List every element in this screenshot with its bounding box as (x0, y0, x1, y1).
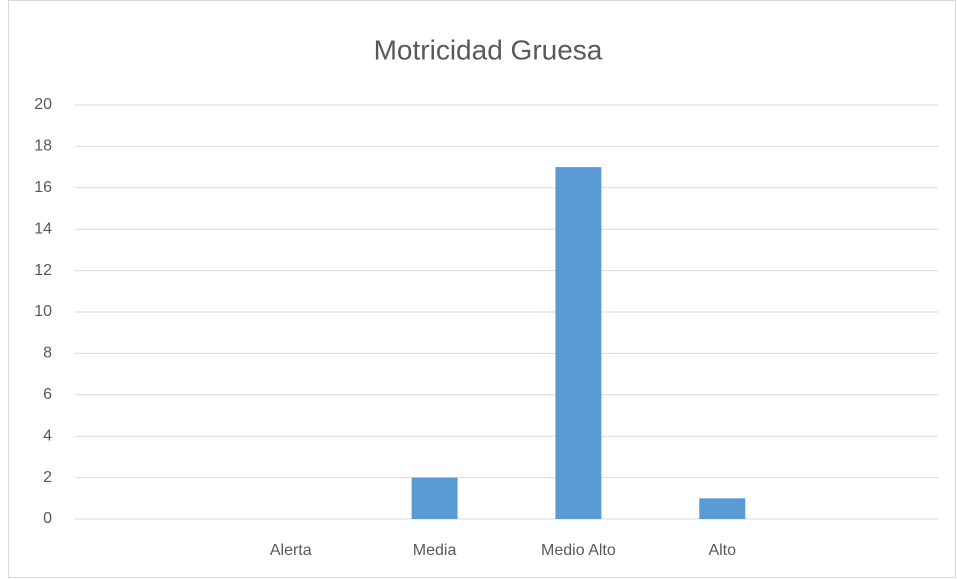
y-tick-label: 10 (34, 303, 52, 320)
bar (555, 167, 602, 519)
y-tick-label: 12 (34, 262, 52, 279)
y-tick-label: 8 (43, 345, 52, 362)
y-tick-label: 2 (43, 469, 52, 486)
y-tick-label: 20 (34, 96, 52, 113)
y-tick-label: 4 (43, 427, 52, 444)
chart-border (8, 0, 956, 578)
x-tick-label: Medio Alto (541, 542, 616, 559)
y-tick-label: 14 (34, 220, 52, 237)
y-tick-label: 6 (43, 386, 52, 403)
y-tick-label: 18 (34, 138, 52, 155)
y-tick-label: 16 (34, 179, 52, 196)
chart-title: Motricidad Gruesa (374, 34, 603, 65)
x-tick-label: Media (413, 542, 457, 559)
x-tick-label: Alto (708, 542, 736, 559)
bar (411, 477, 458, 519)
y-tick-label: 0 (43, 510, 52, 527)
x-tick-label: Alerta (270, 542, 312, 559)
bar (699, 498, 746, 519)
